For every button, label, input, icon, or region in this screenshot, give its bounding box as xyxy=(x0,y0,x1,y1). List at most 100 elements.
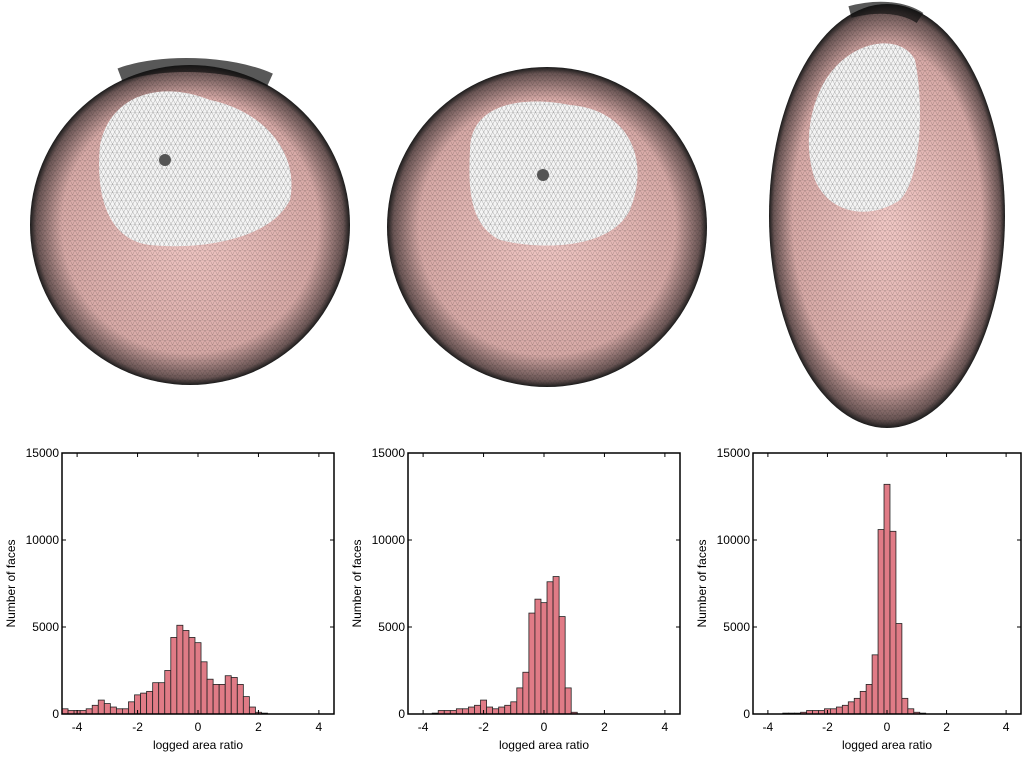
bar xyxy=(219,684,225,714)
bar xyxy=(890,531,896,714)
y-tick-label: 15000 xyxy=(717,446,751,460)
bar xyxy=(62,709,68,714)
mesh-render-1 xyxy=(30,65,350,385)
x-tick-label: -2 xyxy=(478,720,489,734)
bar xyxy=(177,625,183,714)
bar xyxy=(499,707,505,714)
y-axis-label: Number of faces xyxy=(695,539,709,627)
bar xyxy=(878,530,884,714)
x-tick-label: 0 xyxy=(541,720,548,734)
bar xyxy=(487,707,493,714)
bar xyxy=(231,677,237,714)
bar xyxy=(249,707,255,714)
bar xyxy=(523,672,529,714)
mesh-render-2 xyxy=(387,67,707,387)
y-tick-label: 5000 xyxy=(32,620,59,634)
y-tick-label: 0 xyxy=(398,707,405,721)
bar xyxy=(171,637,177,714)
bar xyxy=(183,630,189,714)
bar xyxy=(854,698,860,714)
y-axis-label: Number of faces xyxy=(350,539,364,627)
x-tick-label: -4 xyxy=(763,720,774,734)
x-axis-label: logged area ratio xyxy=(842,738,932,752)
bar xyxy=(207,679,213,714)
bar xyxy=(848,702,854,714)
bar xyxy=(104,704,110,714)
bar xyxy=(98,700,104,714)
bar xyxy=(535,599,541,714)
y-tick-label: 5000 xyxy=(378,620,405,634)
bar xyxy=(116,709,122,714)
x-tick-label: 0 xyxy=(884,720,891,734)
x-tick-label: 2 xyxy=(255,720,262,734)
bar xyxy=(189,637,195,714)
x-tick-label: 4 xyxy=(1003,720,1010,734)
bar xyxy=(547,582,553,714)
bar xyxy=(493,709,499,714)
y-tick-label: 10000 xyxy=(372,533,406,547)
bar xyxy=(122,709,128,714)
x-tick-label: 4 xyxy=(316,720,323,734)
bar xyxy=(872,655,878,714)
y-tick-label: 15000 xyxy=(26,446,60,460)
bar xyxy=(237,684,243,714)
bar xyxy=(92,705,98,714)
x-tick-label: -2 xyxy=(132,720,143,734)
x-tick-label: -4 xyxy=(72,720,83,734)
bar xyxy=(896,624,902,714)
figure: 0 5000 10000 15000 -4 -2 0 2 4 logged area ratio N… xyxy=(0,0,1024,757)
bar xyxy=(201,662,207,714)
bar xyxy=(456,709,462,714)
bar xyxy=(559,617,565,714)
bar xyxy=(213,684,219,714)
y-tick-label: 0 xyxy=(743,707,750,721)
bar xyxy=(529,613,535,714)
y-tick-label: 0 xyxy=(52,707,59,721)
x-tick-label: -2 xyxy=(822,720,833,734)
bar xyxy=(511,702,517,714)
x-tick-label: -4 xyxy=(418,720,429,734)
bar xyxy=(159,683,165,714)
bar xyxy=(243,697,249,714)
bar xyxy=(195,643,201,714)
x-tick-label: 0 xyxy=(195,720,202,734)
bar xyxy=(225,676,231,714)
bar xyxy=(474,705,480,714)
x-tick-label: 4 xyxy=(662,720,669,734)
bar xyxy=(468,707,474,714)
histogram-panel: 0 5000 10000 15000 -4 -2 0 2 4 logged area ratio N… xyxy=(350,446,680,752)
bar xyxy=(462,709,468,714)
y-tick-label: 5000 xyxy=(723,620,750,634)
bar xyxy=(860,691,866,714)
bar xyxy=(836,707,842,714)
bar xyxy=(165,671,171,715)
histogram-panel: 0 5000 10000 15000 -4 -2 0 2 4 logged area ratio N… xyxy=(695,446,1021,752)
y-axis-label: Number of faces xyxy=(4,539,18,627)
bar xyxy=(830,709,836,714)
bar xyxy=(517,688,523,714)
bar xyxy=(565,688,571,714)
bar xyxy=(141,693,147,714)
bar xyxy=(553,577,559,714)
bar xyxy=(842,705,848,714)
bar xyxy=(884,484,890,714)
bar xyxy=(866,684,872,714)
histogram-panel: 0 5000 10000 15000 -4 -2 0 2 4 logged area ratio N… xyxy=(4,446,334,752)
bar xyxy=(902,698,908,714)
x-tick-label: 2 xyxy=(943,720,950,734)
mesh-render-3 xyxy=(769,4,1005,428)
y-tick-label: 15000 xyxy=(372,446,406,460)
bar xyxy=(86,709,92,714)
x-axis-label: logged area ratio xyxy=(499,738,589,752)
x-tick-label: 2 xyxy=(601,720,608,734)
bar xyxy=(505,705,511,714)
bar xyxy=(110,707,116,714)
y-tick-label: 10000 xyxy=(717,533,751,547)
bar xyxy=(153,683,159,714)
y-tick-label: 10000 xyxy=(26,533,60,547)
x-axis-label: logged area ratio xyxy=(153,738,243,752)
bar xyxy=(128,702,134,714)
bar xyxy=(908,709,914,714)
bar xyxy=(147,691,153,714)
bar xyxy=(541,603,547,714)
